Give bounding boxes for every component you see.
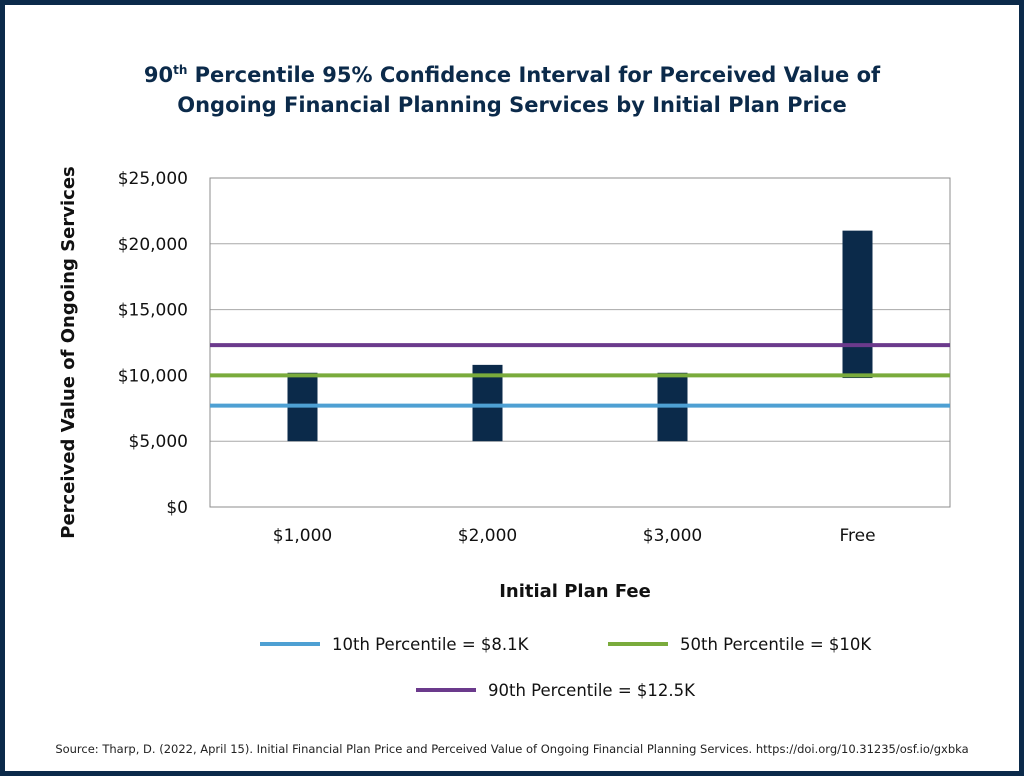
x-tick-label: Free [839, 526, 875, 546]
y-tick-label: $0 [166, 498, 188, 518]
title-line1-rest: Percentile 95% Confidence Interval for P… [187, 63, 881, 87]
interval-bar [472, 364, 503, 442]
y-tick-label: $15,000 [118, 301, 188, 321]
y-tick-label: $20,000 [118, 235, 188, 255]
x-tick-label: $2,000 [458, 526, 517, 546]
chart-title: 90th Percentile 95% Confidence Interval … [80, 60, 944, 120]
plot-area-border [209, 177, 951, 508]
title-superscript: th [173, 63, 188, 77]
source-citation: Source: Tharp, D. (2022, April 15). Init… [55, 742, 969, 756]
title-line2: Ongoing Financial Planning Services by I… [177, 93, 847, 117]
legend-label: 90th Percentile = $12.5K [488, 681, 696, 700]
y-tick-label: $10,000 [118, 366, 188, 386]
legend-label: 10th Percentile = $8.1K [332, 635, 530, 654]
x-tick-label: $1,000 [273, 526, 332, 546]
y-axis-label: Perceived Value of Ongoing Services [58, 166, 79, 538]
title-number: 90 [143, 63, 174, 87]
y-tick-label: $25,000 [118, 169, 188, 189]
legend-label: 50th Percentile = $10K [680, 635, 872, 654]
y-tick-label: $5,000 [129, 432, 188, 452]
x-tick-label: $3,000 [643, 526, 702, 546]
interval-bar [842, 230, 873, 379]
x-axis-label: Initial Plan Fee [499, 581, 651, 602]
